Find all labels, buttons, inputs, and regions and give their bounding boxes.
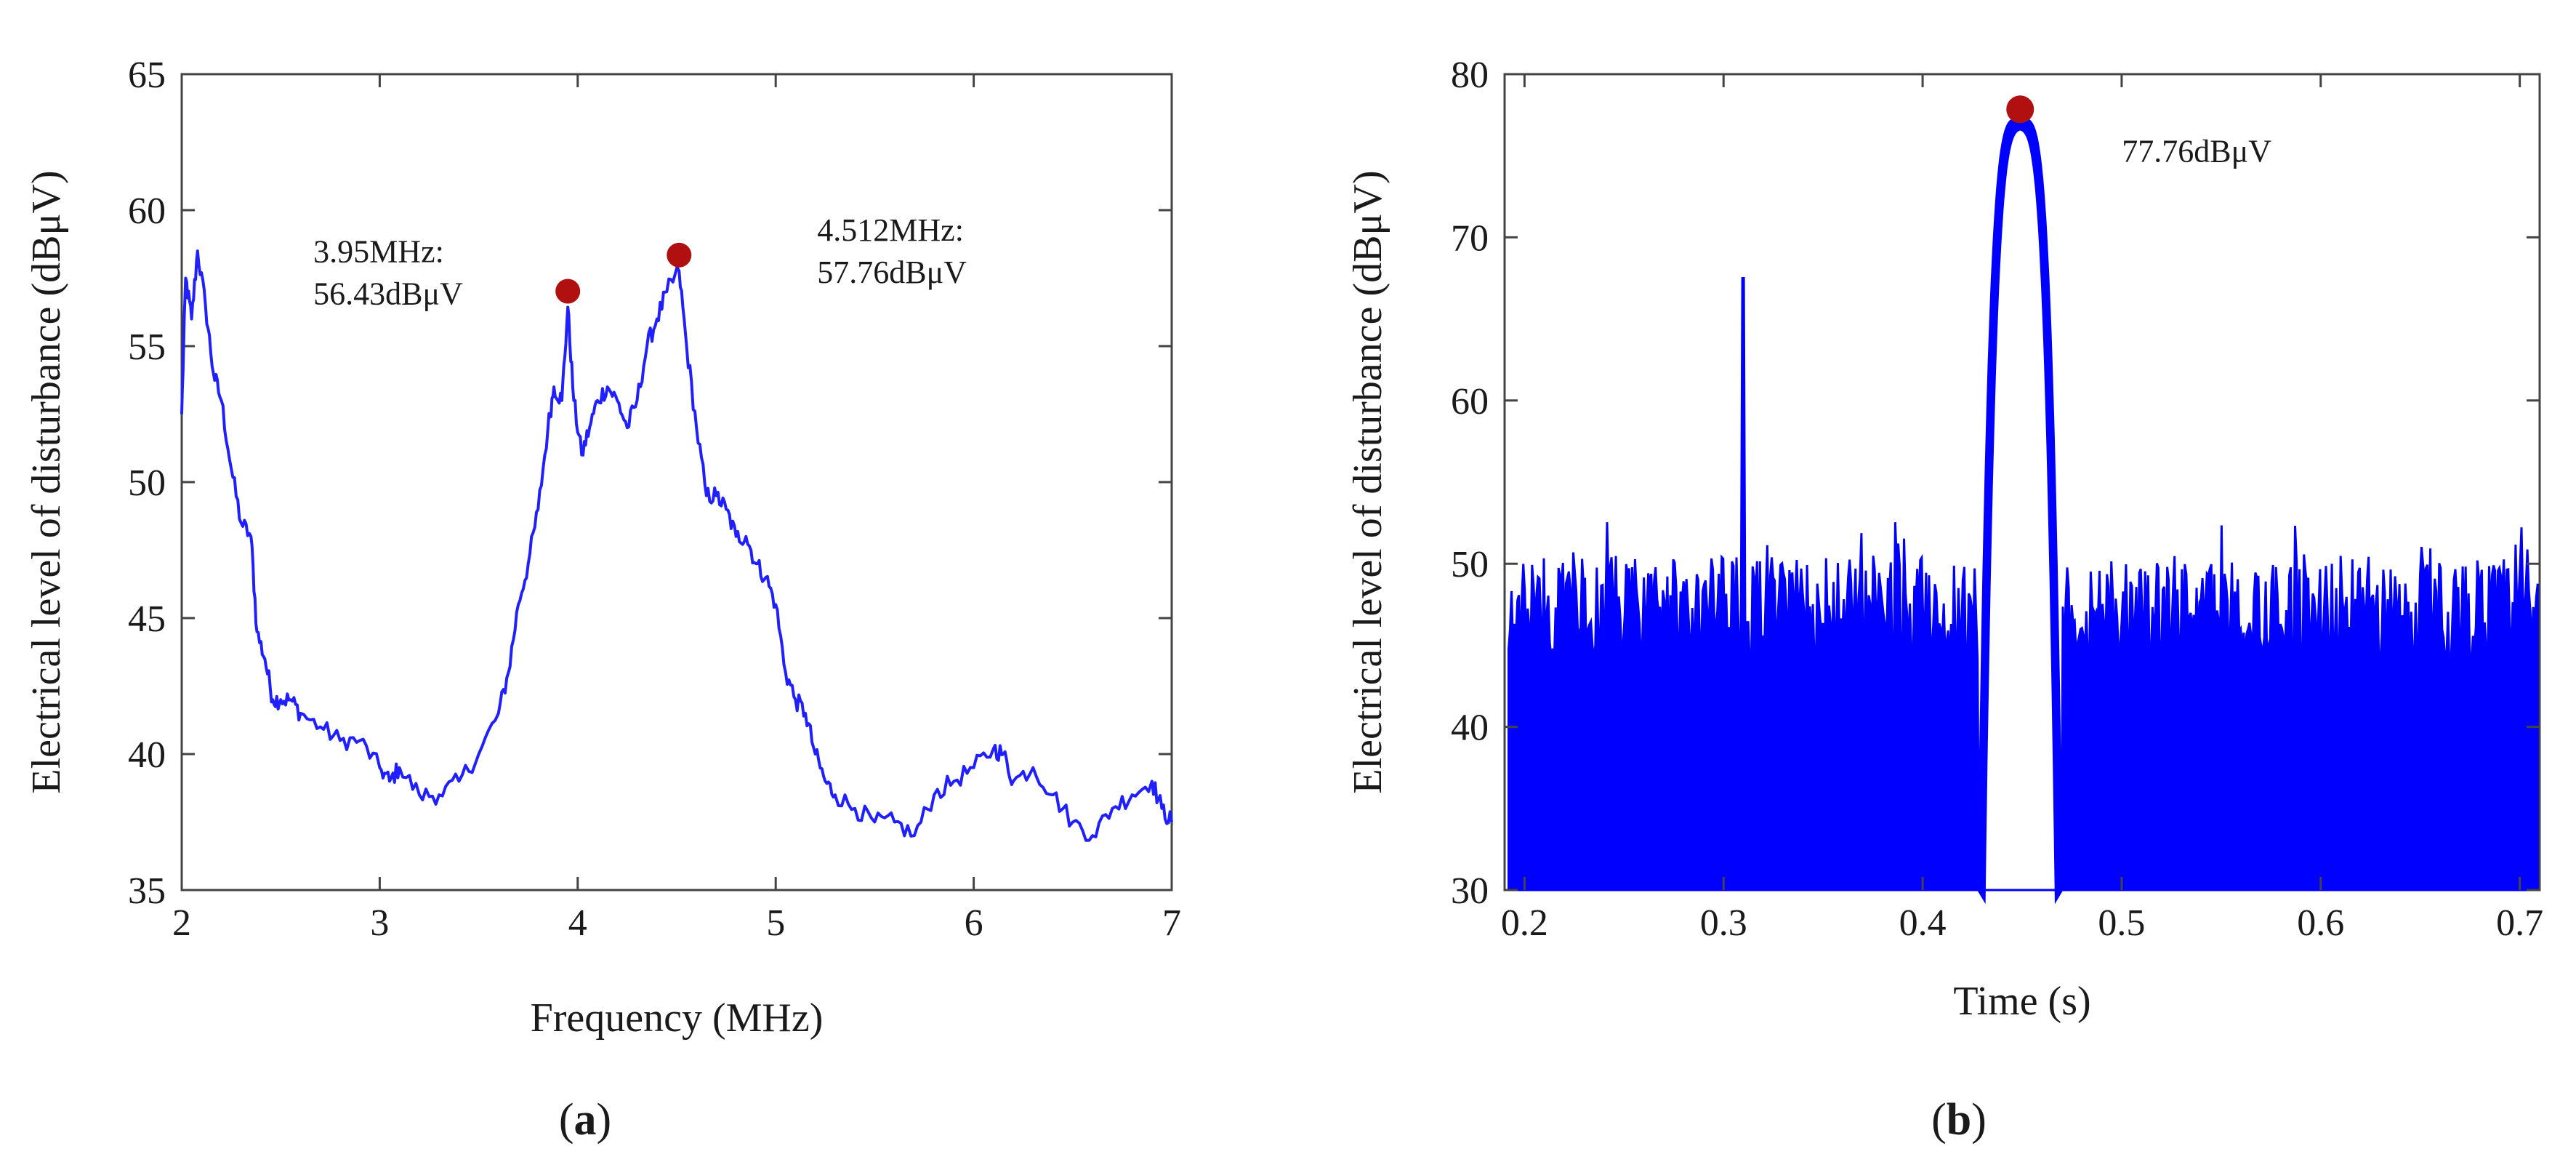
chart-a-ytick-label: 50 xyxy=(128,462,166,504)
chart-b-ytick-label: 30 xyxy=(1451,870,1489,912)
chart-a-xtick-label: 5 xyxy=(766,902,785,944)
chart-b-noise-area xyxy=(1508,118,2539,905)
chart-b-ylabel: Electrical level of disturbance (dBμV) xyxy=(1345,170,1390,793)
chart-b-annotation-label: 77.76dBμV xyxy=(2122,133,2271,169)
chart-a-annotations: 3.95MHz: 56.43dBμV 4.512MHz: 57.76dBμV xyxy=(313,212,967,312)
chart-a-peak-marker xyxy=(555,279,581,304)
chart-b-ytick-label: 80 xyxy=(1451,55,1489,96)
chart-a-ytick-label: 60 xyxy=(128,191,166,232)
chart-a-xtick-label: 3 xyxy=(370,902,389,944)
chart-a-ylabel: Electrical level of disturbance (dBμV) xyxy=(24,170,69,793)
chart-b-xtick-label: 0.3 xyxy=(1700,902,1747,944)
chart-a-ytick-label: 45 xyxy=(128,598,166,640)
chart-b-xlabel: Time (s) xyxy=(1953,979,2090,1024)
chart-a-peak-marker xyxy=(667,242,692,268)
chart-b-ytick-label: 50 xyxy=(1451,544,1489,585)
chart-b-ytick-label: 70 xyxy=(1451,217,1489,259)
chart-a-ytick-label: 40 xyxy=(128,734,166,776)
chart-b-ticks: 0.2 0.3 0.4 0.5 0.6 0.7 30 40 50 60 70 80 xyxy=(1451,55,2543,944)
chart-a-xtick-label: 7 xyxy=(1162,902,1181,944)
chart-b-annotations: 77.76dBμV xyxy=(2006,95,2271,169)
chart-a-xlabel: Frequency (MHz) xyxy=(531,995,824,1041)
chart-b-peak-marker xyxy=(2006,95,2034,124)
chart-b-caption: (b) xyxy=(1931,1095,1987,1145)
chart-b-xtick-label: 0.5 xyxy=(2098,902,2145,944)
chart-a-annotation-line1: 4.512MHz: xyxy=(817,212,964,248)
chart-b-ytick-label: 60 xyxy=(1451,381,1489,422)
chart-b-xtick-label: 0.2 xyxy=(1501,902,1548,944)
chart-b-ytick-label: 40 xyxy=(1451,708,1489,749)
chart-a-caption-letter: a xyxy=(574,1095,597,1145)
chart-b-xtick-label: 0.4 xyxy=(1899,902,1947,944)
chart-a-series-line xyxy=(180,249,1173,842)
chart-a-ytick-label: 35 xyxy=(128,870,166,912)
chart-b: 0.2 0.3 0.4 0.5 0.6 0.7 30 40 50 60 70 80 77.76dBμV… xyxy=(1345,55,2543,1145)
chart-a-ytick-label: 55 xyxy=(128,326,166,368)
chart-a-xtick-label: 4 xyxy=(568,902,587,944)
chart-a-caption: (a) xyxy=(559,1095,611,1145)
chart-a-annotation-line1: 3.95MHz: xyxy=(313,234,444,270)
chart-a-annotation-line2: 56.43dBμV xyxy=(313,276,463,312)
chart-a-frame xyxy=(180,73,1173,891)
chart-a-xtick-label: 6 xyxy=(965,902,983,944)
chart-a-ytick-label: 65 xyxy=(128,55,166,96)
chart-a-xtick-label: 2 xyxy=(172,902,191,944)
chart-b-xtick-label: 0.6 xyxy=(2297,902,2344,944)
chart-b-xtick-label: 0.7 xyxy=(2496,902,2543,944)
chart-a-annotation-line2: 57.76dBμV xyxy=(817,255,967,290)
chart-b-caption-letter: b xyxy=(1947,1095,1971,1145)
